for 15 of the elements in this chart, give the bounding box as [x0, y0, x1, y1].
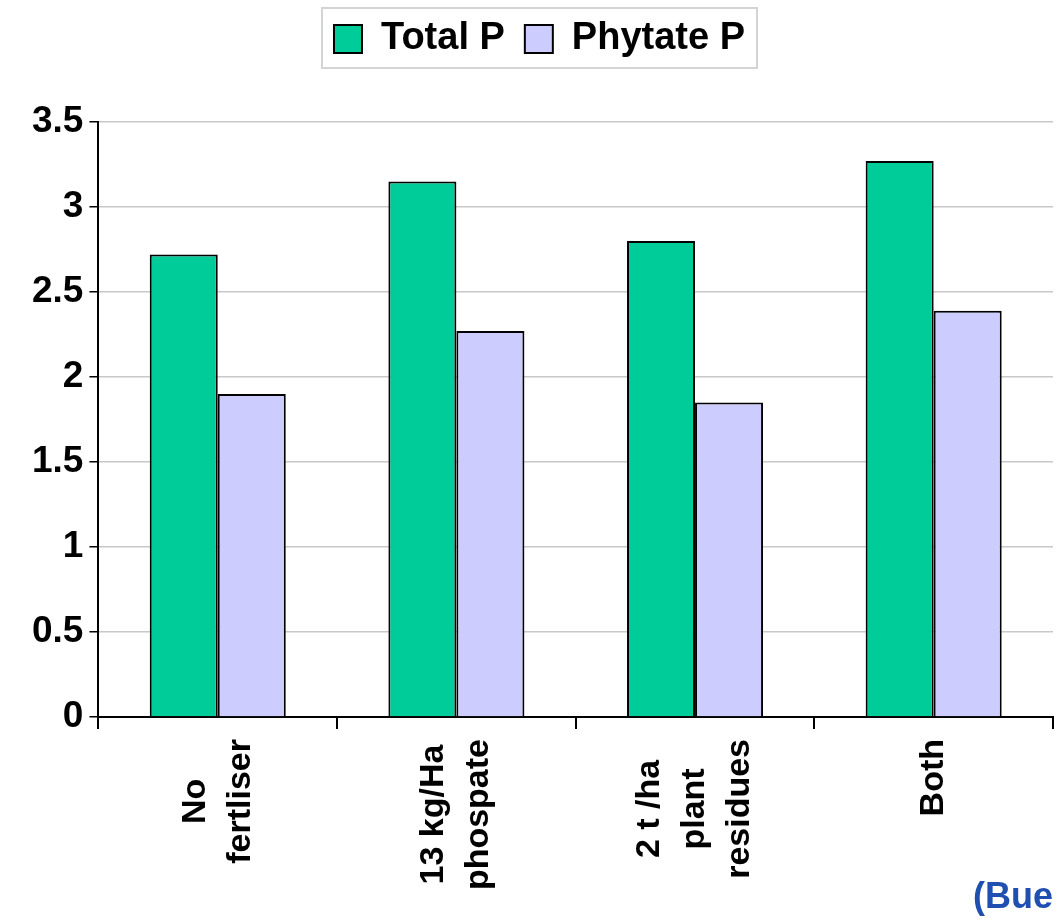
y-tick-label: 0 — [62, 694, 84, 736]
x-tick-label: No fertliser — [173, 739, 257, 864]
legend-label: Phytate P — [571, 15, 746, 58]
x-tick-label: 2 t /ha plant residues — [628, 739, 757, 879]
y-tick-label: 2.5 — [32, 269, 84, 311]
y-tick-label: 3 — [62, 184, 84, 226]
y-tick-label: 1 — [62, 524, 84, 566]
y-tick-label: 2 — [62, 354, 84, 396]
y-tick-label: 1.5 — [32, 439, 84, 481]
x-tick-label: 13 kg/Ha phospate — [412, 739, 496, 891]
legend-label: Total P — [380, 15, 505, 58]
text: (Bue — [973, 874, 1053, 916]
y-tick-label: 0.5 — [32, 609, 84, 651]
x-tick-label: Both — [912, 739, 951, 817]
y-tick-label: 3.5 — [32, 99, 84, 141]
